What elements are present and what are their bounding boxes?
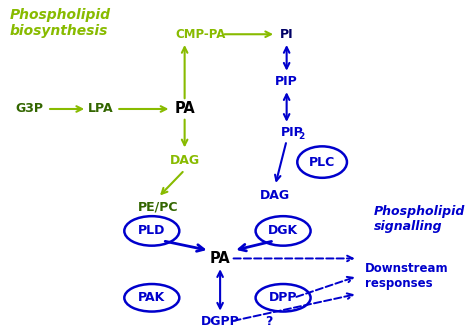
Text: PLD: PLD: [138, 224, 165, 237]
Text: PAK: PAK: [138, 291, 165, 304]
Text: DGPP: DGPP: [201, 315, 239, 328]
Text: PIP: PIP: [275, 75, 298, 88]
Text: Phospholipid
biosynthesis: Phospholipid biosynthesis: [10, 8, 111, 38]
Text: DPP: DPP: [269, 291, 297, 304]
Text: DAG: DAG: [260, 189, 290, 202]
Text: DGK: DGK: [268, 224, 298, 237]
Text: PI: PI: [280, 28, 293, 41]
Text: PE/PC: PE/PC: [138, 201, 178, 214]
Text: CMP-PA: CMP-PA: [176, 28, 226, 41]
Text: G3P: G3P: [15, 103, 44, 116]
Text: PA: PA: [210, 251, 230, 266]
Text: Downstream
responses: Downstream responses: [365, 262, 448, 290]
Text: LPA: LPA: [88, 103, 113, 116]
Text: PA: PA: [174, 102, 195, 117]
Text: 2: 2: [298, 132, 304, 141]
Text: PIP: PIP: [281, 126, 304, 139]
Text: DAG: DAG: [170, 154, 200, 167]
Text: Phospholipid
signalling: Phospholipid signalling: [374, 205, 465, 233]
Text: ?: ?: [265, 315, 273, 328]
Text: PLC: PLC: [309, 156, 335, 169]
